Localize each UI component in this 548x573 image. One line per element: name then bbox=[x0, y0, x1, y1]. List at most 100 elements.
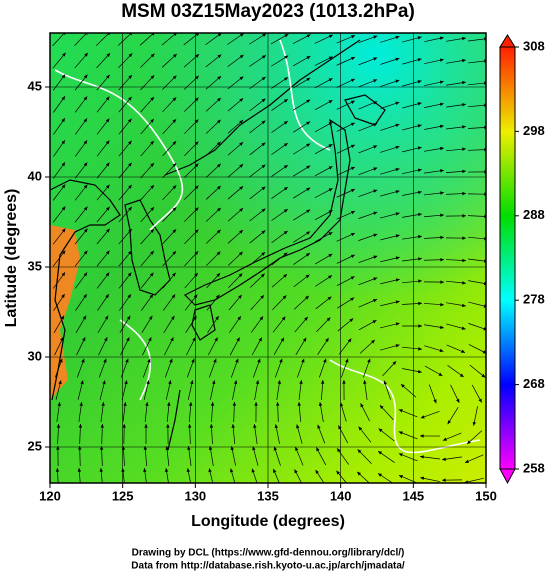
stream-arrow bbox=[194, 119, 199, 124]
stream-arrow bbox=[105, 250, 110, 255]
colorbar-tick-label: 308 bbox=[523, 38, 545, 53]
stream-arrow bbox=[302, 337, 307, 342]
stream-arrow bbox=[283, 187, 288, 191]
stream-arrow bbox=[395, 344, 400, 348]
stream-arrow bbox=[191, 358, 195, 363]
stream-arrow bbox=[188, 402, 193, 406]
stream-arrow bbox=[194, 185, 199, 190]
stream-arrow bbox=[442, 437, 447, 441]
stream-arrow bbox=[417, 369, 422, 374]
credit-line: Data from http://database.rish.kyoto-u.a… bbox=[131, 561, 405, 572]
stream-arrow bbox=[328, 78, 333, 82]
stream-arrow bbox=[105, 184, 110, 189]
stream-arrow bbox=[170, 337, 174, 342]
stream-arrow bbox=[57, 402, 61, 406]
stream-arrow bbox=[194, 229, 199, 234]
stream-arrow bbox=[400, 384, 405, 388]
stream-arrow bbox=[216, 273, 221, 277]
stream-arrow bbox=[83, 140, 88, 145]
title: MSM 03Z15May2023 (1013.2hPa) bbox=[121, 1, 415, 22]
stream-arrow bbox=[357, 449, 362, 454]
stream-arrow bbox=[172, 163, 177, 168]
stream-arrow bbox=[418, 235, 422, 239]
stream-arrow bbox=[239, 54, 244, 59]
stream-arrow bbox=[125, 358, 129, 363]
stream-arrow bbox=[462, 236, 466, 240]
stream-arrow bbox=[172, 207, 177, 212]
stream-arrow bbox=[171, 294, 176, 299]
stream-arrow bbox=[101, 402, 105, 406]
stream-arrow bbox=[299, 380, 303, 384]
stream-arrow bbox=[320, 380, 325, 384]
stream-arrow bbox=[230, 468, 234, 473]
stream-arrow bbox=[440, 235, 444, 240]
stream-arrow bbox=[328, 122, 333, 126]
stream-arrow bbox=[99, 446, 104, 450]
stream-arrow bbox=[417, 212, 422, 217]
stream-arrow bbox=[461, 349, 466, 353]
stream-arrow bbox=[83, 162, 88, 167]
stream-arrow bbox=[106, 74, 110, 79]
stream-arrow bbox=[440, 280, 444, 284]
stream-arrow bbox=[239, 120, 244, 124]
stream-arrow bbox=[462, 147, 466, 151]
stream-arrow bbox=[105, 96, 110, 101]
stream-arrow bbox=[462, 214, 466, 218]
stream-arrow bbox=[208, 468, 212, 473]
stream-arrow bbox=[212, 380, 216, 385]
stream-arrow bbox=[104, 337, 108, 342]
stream-arrow bbox=[231, 424, 235, 428]
stream-arrow bbox=[395, 278, 400, 282]
stream-arrow bbox=[172, 141, 177, 145]
stream-arrow bbox=[328, 253, 333, 258]
stream-arrow bbox=[194, 141, 199, 146]
stream-arrow bbox=[143, 468, 147, 472]
y-tick-label: 30 bbox=[28, 348, 42, 363]
stream-arrow bbox=[316, 447, 320, 452]
stream-arrow bbox=[283, 274, 288, 278]
stream-arrow bbox=[481, 373, 486, 378]
stream-arrow bbox=[215, 316, 219, 320]
stream-arrow bbox=[350, 78, 355, 83]
stream-arrow bbox=[395, 256, 400, 260]
stream-arrow bbox=[336, 470, 341, 475]
stream-arrow bbox=[440, 325, 444, 330]
warm-land bbox=[50, 225, 80, 400]
stream-arrow bbox=[100, 424, 105, 428]
stream-arrow bbox=[350, 276, 355, 280]
stream-arrow bbox=[280, 337, 284, 342]
stream-arrow bbox=[128, 250, 132, 255]
stream-arrow bbox=[58, 380, 62, 385]
stream-arrow bbox=[337, 448, 341, 453]
stream-arrow bbox=[172, 97, 177, 102]
stream-arrow bbox=[194, 272, 198, 277]
x-tick-label: 145 bbox=[402, 488, 424, 503]
stream-arrow bbox=[282, 295, 287, 300]
stream-arrow bbox=[61, 162, 66, 167]
stream-arrow bbox=[442, 457, 446, 461]
stream-arrow bbox=[128, 53, 133, 58]
stream-arrow bbox=[462, 258, 466, 263]
stream-arrow bbox=[128, 162, 132, 167]
stream-arrow bbox=[145, 402, 149, 406]
stream-arrow bbox=[372, 320, 377, 324]
x-tick-label: 120 bbox=[39, 488, 61, 503]
stream-arrow bbox=[395, 322, 400, 326]
stream-arrow bbox=[61, 228, 66, 233]
colorbar-scale bbox=[499, 46, 516, 470]
stream-arrow bbox=[395, 79, 400, 83]
stream-arrow bbox=[447, 420, 452, 425]
stream-arrow bbox=[350, 188, 355, 193]
stream-arrow bbox=[392, 361, 397, 366]
stream-arrow bbox=[284, 77, 288, 81]
x-tick-label: 125 bbox=[112, 488, 134, 503]
stream-arrow bbox=[294, 469, 298, 474]
stream-arrow bbox=[239, 33, 244, 37]
credit-line: Drawing by DCL (https://www.gfd-dennou.o… bbox=[132, 548, 405, 559]
stream-arrow bbox=[328, 210, 333, 214]
stream-arrow bbox=[440, 191, 444, 195]
stream-arrow bbox=[306, 99, 311, 104]
stream-arrow bbox=[128, 96, 132, 101]
stream-arrow bbox=[439, 102, 444, 106]
stream-arrow bbox=[351, 35, 356, 39]
